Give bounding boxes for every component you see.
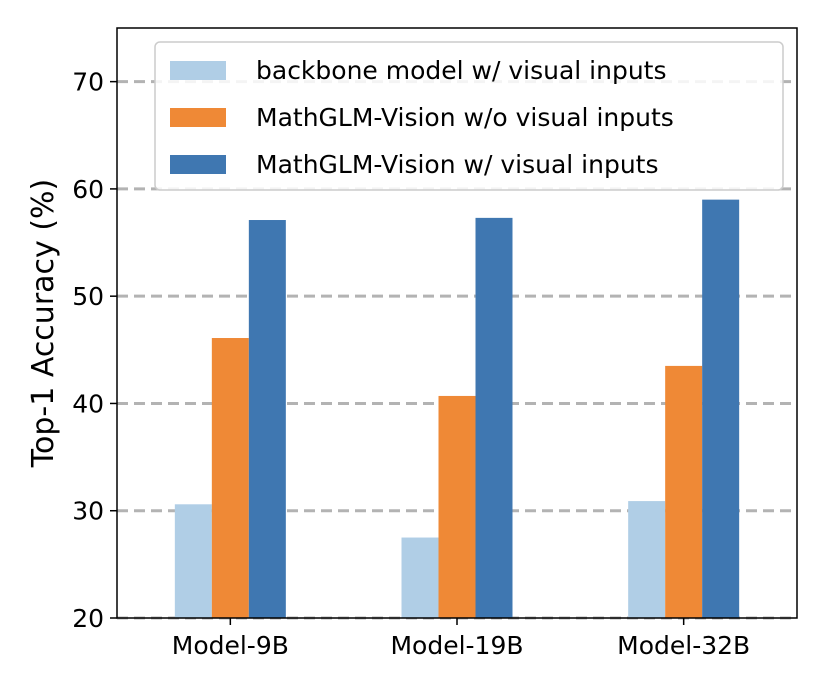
bars xyxy=(174,199,740,619)
legend: backbone model w/ visual inputs MathGLM-V… xyxy=(154,41,784,191)
legend-swatch xyxy=(170,155,226,174)
y-tick-label: 60 xyxy=(72,175,104,204)
bar xyxy=(174,504,212,618)
y-tick-label: 50 xyxy=(72,282,104,311)
bar xyxy=(628,501,666,618)
bar xyxy=(702,199,740,619)
x-axis-ticks: Model-9B Model-19B Model-32B xyxy=(172,618,750,660)
x-tick-label: Model-19B xyxy=(390,631,523,660)
legend-frame xyxy=(154,41,784,191)
bar xyxy=(665,365,703,618)
legend-label: MathGLM-Vision w/ visual inputs xyxy=(256,150,659,179)
y-tick-label: 40 xyxy=(72,389,104,418)
legend-label: backbone model w/ visual inputs xyxy=(256,56,667,85)
y-axis-ticks: 20 30 40 50 60 70 xyxy=(72,68,117,633)
y-axis-label: Top-1 Accuracy (%) xyxy=(26,179,61,469)
legend-swatch xyxy=(170,108,226,127)
bar xyxy=(401,537,439,618)
bar xyxy=(248,220,286,618)
y-tick-label: 70 xyxy=(72,68,104,97)
legend-label: MathGLM-Vision w/o visual inputs xyxy=(256,103,674,132)
legend-swatch xyxy=(170,61,226,80)
x-tick-label: Model-9B xyxy=(172,631,289,660)
y-tick-label: 20 xyxy=(72,604,104,633)
y-tick-label: 30 xyxy=(72,497,104,526)
bar xyxy=(438,395,476,618)
bar xyxy=(211,338,249,618)
x-tick-label: Model-32B xyxy=(617,631,750,660)
bar xyxy=(475,217,513,618)
